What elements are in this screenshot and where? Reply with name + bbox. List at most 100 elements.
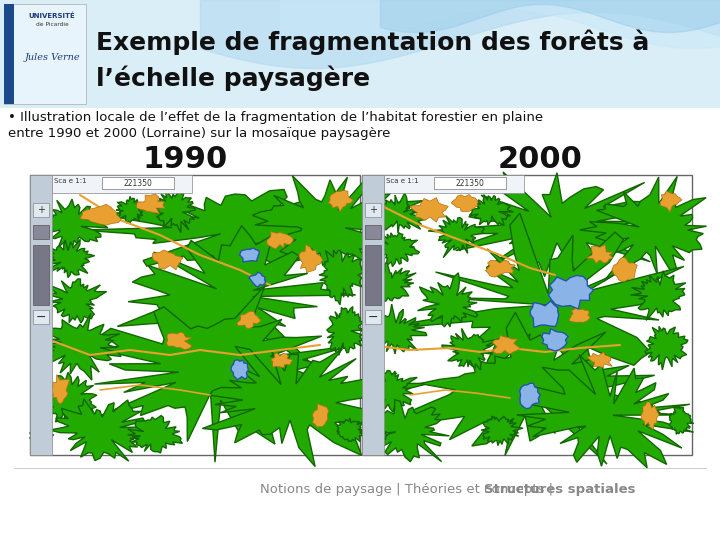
Bar	[365, 310, 381, 324]
Polygon shape	[237, 311, 261, 328]
Bar	[365, 203, 381, 217]
Bar	[52, 175, 192, 193]
Text: 221350: 221350	[456, 179, 485, 187]
Bar	[365, 245, 381, 305]
Text: 221350: 221350	[124, 179, 153, 187]
Polygon shape	[116, 197, 143, 223]
Polygon shape	[364, 370, 418, 412]
Text: Structures spatiales: Structures spatiales	[484, 483, 636, 496]
Polygon shape	[328, 191, 353, 212]
Polygon shape	[80, 190, 353, 271]
Text: de Picardie: de Picardie	[35, 23, 68, 28]
Text: l’échelle paysagère: l’échelle paysagère	[96, 65, 370, 91]
Polygon shape	[580, 177, 706, 281]
Polygon shape	[361, 213, 684, 382]
Polygon shape	[586, 245, 613, 264]
Polygon shape	[588, 352, 613, 368]
Polygon shape	[410, 198, 449, 222]
Polygon shape	[359, 400, 449, 462]
Polygon shape	[369, 233, 420, 267]
Polygon shape	[137, 194, 165, 214]
Polygon shape	[46, 279, 107, 323]
Text: 1990: 1990	[143, 145, 228, 174]
Polygon shape	[645, 326, 688, 370]
Polygon shape	[39, 313, 121, 380]
Polygon shape	[469, 194, 513, 226]
Polygon shape	[50, 399, 155, 461]
Polygon shape	[241, 176, 424, 266]
Polygon shape	[428, 172, 664, 280]
Polygon shape	[337, 418, 364, 442]
Polygon shape	[485, 260, 516, 277]
Bar	[30, 175, 52, 455]
Text: • Illustration locale de l’effet de la fragmentation de l’habitat forestier en p: • Illustration locale de l’effet de la f…	[8, 111, 543, 125]
Polygon shape	[240, 248, 260, 262]
Polygon shape	[492, 335, 521, 354]
Polygon shape	[442, 328, 500, 370]
Polygon shape	[641, 402, 659, 429]
Polygon shape	[418, 273, 477, 327]
Polygon shape	[45, 239, 94, 278]
Polygon shape	[451, 194, 477, 212]
Polygon shape	[438, 215, 485, 258]
Polygon shape	[542, 329, 568, 351]
Polygon shape	[154, 191, 196, 233]
Polygon shape	[660, 191, 682, 212]
Polygon shape	[50, 375, 70, 404]
Polygon shape	[670, 406, 693, 434]
Text: −: −	[368, 310, 378, 323]
Polygon shape	[631, 271, 685, 320]
Bar	[4, 4, 86, 104]
Polygon shape	[319, 250, 366, 305]
Bar	[33, 225, 49, 239]
Polygon shape	[408, 313, 660, 464]
Text: Sca e 1:1: Sca e 1:1	[386, 178, 418, 184]
Polygon shape	[231, 360, 248, 380]
Polygon shape	[481, 416, 523, 446]
Polygon shape	[91, 286, 361, 462]
Polygon shape	[364, 426, 388, 444]
Polygon shape	[366, 304, 427, 354]
Text: +: +	[369, 205, 377, 215]
Polygon shape	[249, 272, 266, 287]
Polygon shape	[117, 226, 356, 373]
Text: entre 1990 et 2000 (Lorraine) sur la mosaïque paysagère: entre 1990 et 2000 (Lorraine) sur la mos…	[8, 127, 390, 140]
Polygon shape	[366, 380, 384, 408]
Polygon shape	[127, 416, 182, 453]
Polygon shape	[266, 232, 293, 249]
Text: Jules Verne: Jules Verne	[24, 53, 80, 63]
Bar	[362, 175, 384, 455]
Polygon shape	[373, 193, 426, 233]
Bar	[33, 310, 49, 324]
Polygon shape	[202, 347, 429, 467]
Polygon shape	[530, 301, 559, 327]
Bar	[102, 177, 174, 189]
Polygon shape	[299, 245, 323, 273]
Polygon shape	[312, 403, 328, 427]
Polygon shape	[271, 353, 292, 368]
Polygon shape	[80, 204, 121, 225]
Text: 2000: 2000	[498, 145, 582, 174]
Text: Exemple de fragmentation des forêts à: Exemple de fragmentation des forêts à	[96, 29, 649, 55]
Bar	[362, 175, 692, 455]
Polygon shape	[364, 262, 416, 301]
Text: +: +	[37, 205, 45, 215]
Polygon shape	[30, 427, 54, 445]
Text: Sca e 1:1: Sca e 1:1	[54, 178, 86, 184]
Polygon shape	[35, 373, 97, 423]
Polygon shape	[516, 355, 693, 468]
Bar	[0, 0, 720, 108]
Bar	[384, 175, 524, 193]
Bar	[30, 175, 360, 455]
Bar	[434, 177, 506, 189]
Bar	[365, 225, 381, 239]
Bar	[33, 203, 49, 217]
Polygon shape	[612, 258, 637, 281]
Polygon shape	[569, 306, 590, 322]
Text: Notions de paysage | Théories et concepts |: Notions de paysage | Théories et concept…	[260, 483, 557, 496]
Text: −: −	[36, 310, 46, 323]
Polygon shape	[327, 307, 366, 355]
Polygon shape	[520, 383, 540, 409]
Bar	[33, 245, 49, 305]
Bar	[4, 4, 14, 104]
